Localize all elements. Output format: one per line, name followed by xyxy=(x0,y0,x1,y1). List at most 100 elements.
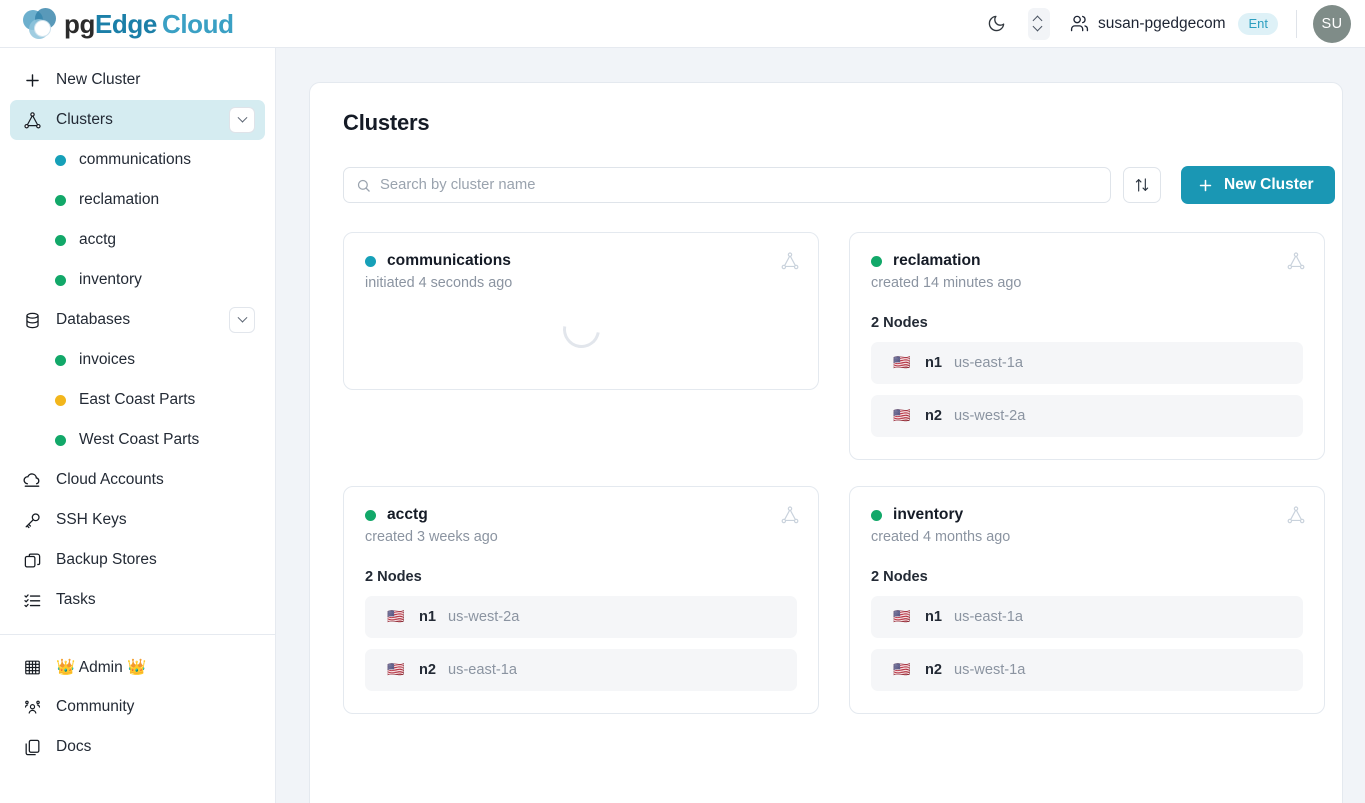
chevron-down-icon[interactable] xyxy=(229,107,255,133)
sidebar-item-label: Backup Stores xyxy=(56,551,157,568)
sidebar-item-label: SSH Keys xyxy=(56,511,127,528)
user-name: susan-pgedgecom xyxy=(1097,14,1226,32)
us-flag-icon: 🇺🇸 xyxy=(387,609,405,625)
node-row[interactable]: 🇺🇸 n1 us-east-1a xyxy=(871,342,1303,384)
node-region: us-west-2a xyxy=(448,609,520,625)
cluster-triangle-icon xyxy=(1286,251,1306,271)
search-icon xyxy=(356,178,371,193)
checklist-icon xyxy=(22,590,42,610)
cluster-subtitle: initiated 4 seconds ago xyxy=(365,275,513,291)
node-row[interactable]: 🇺🇸 n2 us-east-1a xyxy=(365,649,797,691)
sidebar-item-label: Cloud Accounts xyxy=(56,471,164,488)
search-input[interactable] xyxy=(380,168,1098,202)
cluster-name: reclamation xyxy=(893,252,981,269)
plan-badge: Ent xyxy=(1238,12,1278,35)
cluster-card-communications[interactable]: communications initiated 4 seconds ago xyxy=(343,232,819,390)
cluster-triangle-icon xyxy=(22,110,42,130)
key-icon xyxy=(22,510,42,530)
status-dot xyxy=(55,394,66,406)
node-name: n1 xyxy=(925,355,943,371)
cluster-card-reclamation[interactable]: reclamation created 14 minutes ago 2 Nod… xyxy=(849,232,1325,460)
us-flag-icon: 🇺🇸 xyxy=(893,609,911,625)
sidebar-cluster-reclamation[interactable]: reclamation xyxy=(10,180,265,220)
us-flag-icon: 🇺🇸 xyxy=(387,662,405,678)
sidebar-item-ssh-keys[interactable]: SSH Keys xyxy=(10,500,265,540)
node-name: n1 xyxy=(925,609,943,625)
status-dot xyxy=(871,255,882,267)
sidebar-cluster-inventory[interactable]: inventory xyxy=(10,260,265,300)
sidebar-item-label: New Cluster xyxy=(56,71,141,88)
node-row[interactable]: 🇺🇸 n2 us-west-2a xyxy=(871,395,1303,437)
nodes-count-label: 2 Nodes xyxy=(871,569,928,585)
cluster-triangle-icon xyxy=(780,505,800,525)
sidebar-cluster-acctg[interactable]: acctg xyxy=(10,220,265,260)
sidebar-item-docs[interactable]: Docs xyxy=(10,727,265,767)
sidebar-item-clusters[interactable]: Clusters xyxy=(10,100,265,140)
sidebar-item-admin[interactable]: 👑 Admin 👑 xyxy=(10,647,265,687)
nodes-count-label: 2 Nodes xyxy=(365,569,422,585)
node-name: n2 xyxy=(925,408,943,424)
status-dot xyxy=(55,154,66,166)
sort-arrows-icon xyxy=(1134,177,1150,193)
new-cluster-button[interactable]: New Cluster xyxy=(1181,166,1335,204)
node-region: us-east-1a xyxy=(448,662,517,678)
app-logo[interactable]: pgEdge Cloud xyxy=(0,0,234,48)
abacus-icon xyxy=(22,657,42,677)
sidebar-database-west-coast-parts[interactable]: West Coast Parts xyxy=(10,420,265,460)
cluster-card-inventory[interactable]: inventory created 4 months ago 2 Nodes 🇺… xyxy=(849,486,1325,714)
status-dot xyxy=(55,354,66,366)
sort-button[interactable] xyxy=(1123,167,1161,203)
sidebar-item-label: Databases xyxy=(56,311,131,328)
sidebar-item-label: reclamation xyxy=(79,191,160,208)
cluster-triangle-icon xyxy=(780,251,800,271)
moon-icon[interactable] xyxy=(980,7,1014,41)
sidebar-item-cloud-accounts[interactable]: Cloud Accounts xyxy=(10,460,265,500)
status-dot xyxy=(55,434,66,446)
brand-edge: Edge xyxy=(94,8,157,39)
search-box[interactable] xyxy=(343,167,1111,203)
plus-icon xyxy=(22,70,42,90)
node-row[interactable]: 🇺🇸 n2 us-west-1a xyxy=(871,649,1303,691)
user-org-chip[interactable]: susan-pgedgecom Ent xyxy=(1066,9,1282,39)
status-dot xyxy=(55,194,66,206)
sidebar-item-databases[interactable]: Databases xyxy=(10,300,265,340)
status-dot xyxy=(365,255,376,267)
cloud-icon xyxy=(22,470,42,490)
avatar[interactable]: SU xyxy=(1313,4,1351,43)
sidebar-item-community[interactable]: Community xyxy=(10,687,265,727)
cluster-card-acctg[interactable]: acctg created 3 weeks ago 2 Nodes 🇺🇸 n1 … xyxy=(343,486,819,714)
top-bar-actions: susan-pgedgecom Ent SU xyxy=(980,0,1365,48)
us-flag-icon: 🇺🇸 xyxy=(893,355,911,371)
sidebar-item-tasks[interactable]: Tasks xyxy=(10,580,265,620)
cluster-subtitle: created 3 weeks ago xyxy=(365,529,498,545)
nodes-count-label: 2 Nodes xyxy=(871,315,928,331)
node-name: n2 xyxy=(925,662,943,678)
cluster-card-grid: communications initiated 4 seconds ago r… xyxy=(310,204,1342,714)
sidebar-cluster-communications[interactable]: communications xyxy=(10,140,265,180)
node-region: us-east-1a xyxy=(954,609,1023,625)
chevron-up-down-icon[interactable] xyxy=(1027,7,1050,40)
sidebar-item-label: invoices xyxy=(79,351,135,368)
main-content: Clusters New Cluster xyxy=(276,48,1365,803)
plus-icon xyxy=(1197,177,1214,194)
community-people-icon xyxy=(22,697,42,717)
chevron-down-icon[interactable] xyxy=(229,307,255,333)
cluster-subtitle: created 14 minutes ago xyxy=(871,275,1022,291)
node-row[interactable]: 🇺🇸 n1 us-east-1a xyxy=(871,596,1303,638)
sidebar-item-backup-stores[interactable]: Backup Stores xyxy=(10,540,265,580)
status-dot xyxy=(55,234,66,246)
node-region: us-west-2a xyxy=(954,408,1026,424)
cluster-name: communications xyxy=(387,252,511,269)
sidebar-database-east-coast-parts[interactable]: East Coast Parts xyxy=(10,380,265,420)
sidebar-item-label: inventory xyxy=(79,271,142,288)
divider xyxy=(1296,9,1297,38)
sidebar-item-label: Docs xyxy=(56,738,92,755)
brand-pg: pg xyxy=(64,8,95,39)
cluster-name: acctg xyxy=(387,506,428,523)
node-row[interactable]: 🇺🇸 n1 us-west-2a xyxy=(365,596,797,638)
page-title: Clusters xyxy=(343,110,430,135)
sidebar-item-new-cluster[interactable]: New Cluster xyxy=(10,60,265,100)
status-dot xyxy=(365,509,376,521)
status-dot xyxy=(871,509,882,521)
sidebar-database-invoices[interactable]: invoices xyxy=(10,340,265,380)
